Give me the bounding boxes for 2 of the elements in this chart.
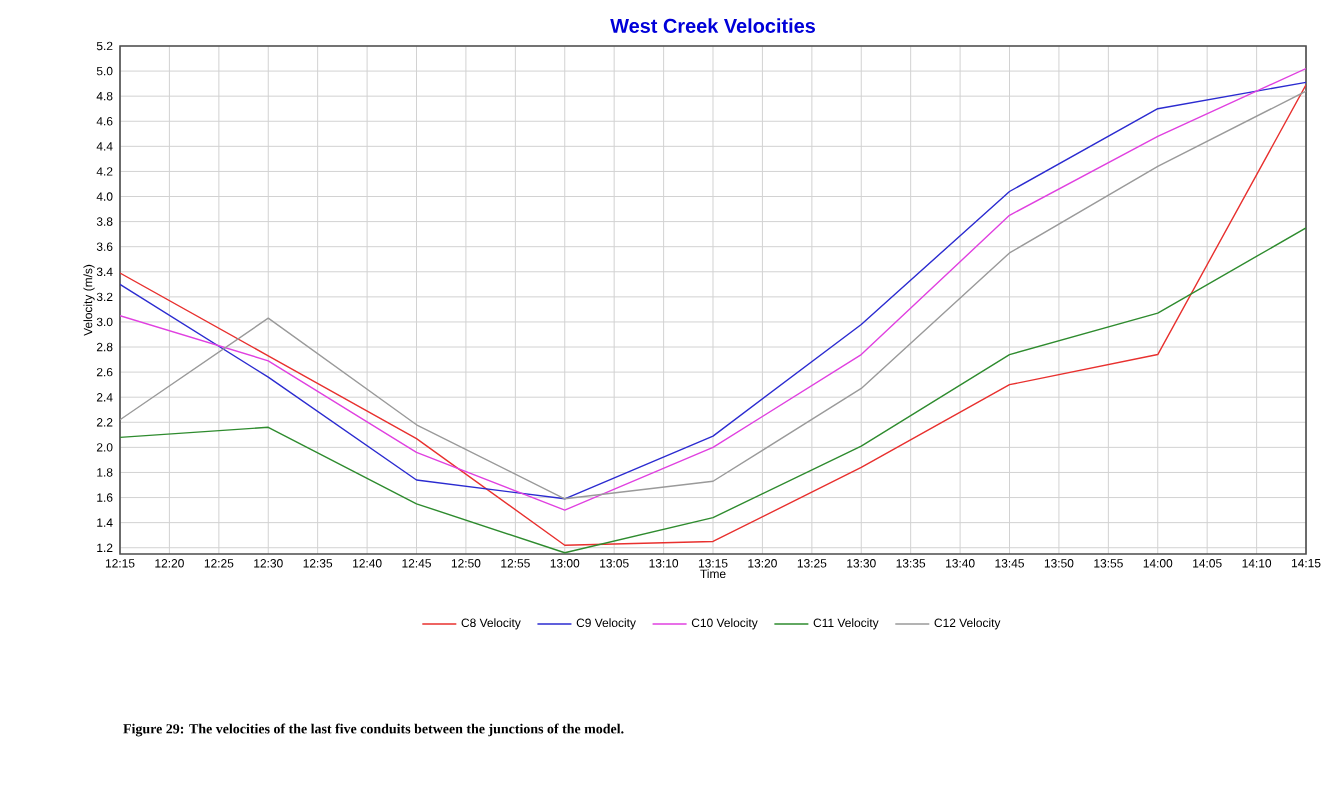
line-series bbox=[120, 227, 1307, 554]
chart-title: West Creek Velocities bbox=[610, 18, 816, 33]
